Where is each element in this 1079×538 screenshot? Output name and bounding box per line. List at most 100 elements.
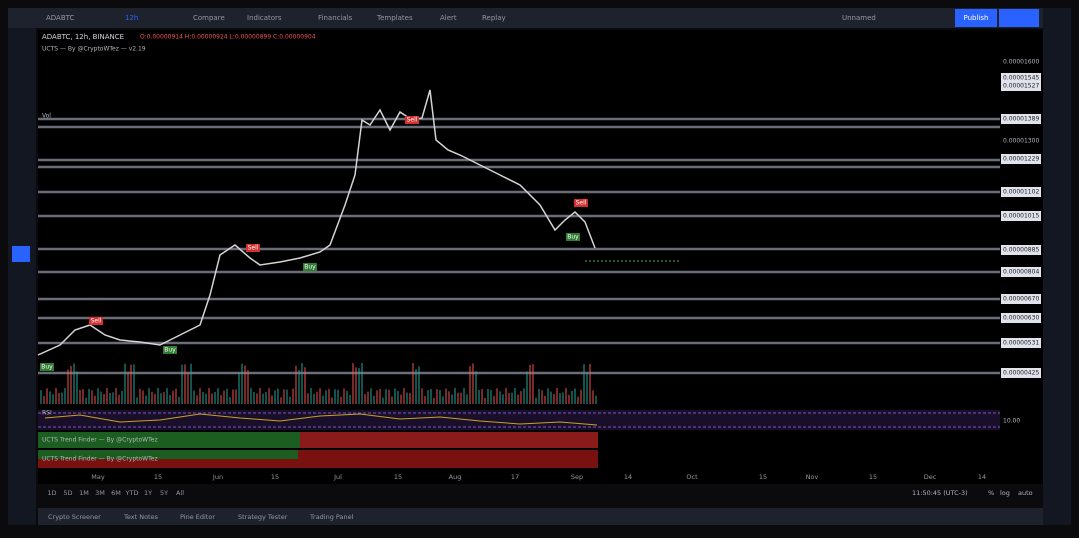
bottom-tab[interactable]: Pine Editor [180,513,215,521]
time-label: Jul [333,473,342,481]
volume-bar [454,388,456,404]
range-button[interactable]: 1Y [144,489,152,497]
volume-bar [250,388,252,404]
price-tag [1001,73,1041,83]
price-tag [1001,267,1041,277]
price-tag [1001,368,1041,378]
volume-bar [49,391,51,404]
volume-bar [85,397,87,404]
interval[interactable]: 12h [125,14,138,22]
toolbar-item[interactable]: Templates [376,14,413,22]
volume-bar [160,393,162,404]
sell-badge [574,199,588,207]
volume-bar [337,389,339,404]
volume-bar [82,389,84,404]
signal-label: Sell [91,318,102,325]
range-button[interactable]: YTD [125,489,139,497]
signal-label: Sell [576,200,587,207]
range-button[interactable]: 6M [111,489,121,497]
volume-bar [406,392,408,404]
price-tag [1001,294,1041,304]
signal-label: Sell [248,245,259,252]
signal-label: Buy [567,234,579,241]
bottom-tabs: Crypto Screener Text Notes Pine Editor Stra… [48,513,354,521]
volume-bar [421,388,423,404]
volume-bar [475,371,477,404]
volume-bar [523,388,525,404]
toolbar-item[interactable]: Indicators [247,14,282,22]
bottom-tab[interactable]: Text Notes [123,513,159,521]
volume-bar [319,388,321,404]
price-label: 0.00000670 [1003,296,1039,303]
bottom-tab[interactable]: Trading Panel [309,513,354,521]
legend-ohlc: O:0.00000914 H:0.00000924 L:0.00000899 C… [140,34,316,41]
volume-bar [328,388,330,404]
active-tool[interactable] [12,246,30,262]
volume-bar [271,395,273,404]
buy-badge [566,233,580,241]
right-toolbar [1043,8,1071,525]
toolbar-item[interactable]: Alert [440,14,457,22]
volume-bar [424,396,426,404]
volume-bar [580,389,582,404]
sell-badge [405,116,419,124]
price-tag [1001,338,1041,348]
volume-bar [538,388,540,404]
price-tag [1001,81,1041,91]
sell-badge [246,244,260,252]
volume-bar [478,389,480,404]
range-button[interactable]: 1M [79,489,89,497]
scale-option[interactable]: % [988,489,994,497]
symbol[interactable]: ADABTC [46,14,75,22]
live-button[interactable] [999,9,1039,27]
price-tag [1001,313,1041,323]
toolbar-item[interactable]: Replay [482,14,506,22]
volume-bar [73,363,75,404]
bottom-tab[interactable]: Strategy Tester [238,513,288,521]
range-button[interactable]: 1D [47,489,56,497]
volume-bar [529,364,531,404]
toolbar-item[interactable]: Compare [193,14,225,22]
volume-bar [349,394,351,404]
bottom-tab[interactable]: Crypto Screener [48,513,101,521]
volume-bar [214,392,216,404]
volume-bar [409,392,411,404]
volume-bar [118,394,120,404]
time-label: 15 [759,473,767,481]
volume-bar [172,390,174,404]
volume-bar [547,388,549,404]
scale-option[interactable]: auto [1018,489,1033,497]
volume-bar [289,396,291,404]
volume-bar [499,391,501,404]
publish-button[interactable] [955,9,997,27]
volume-bar [223,390,225,404]
volume-bar [103,394,105,404]
layout-name[interactable]: Unnamed [842,14,876,22]
range-button[interactable]: 5D [63,489,72,497]
volume-bar [109,393,111,404]
volume-bar [556,388,558,404]
volume-bar [394,388,396,404]
volume-bar [283,389,285,404]
range-button[interactable]: 3M [95,489,105,497]
volume-bar [154,393,156,404]
toolbar-item[interactable]: Financials [318,14,353,22]
time-label: 15 [271,473,279,481]
volume-bar [340,396,342,404]
price-label: 0.00001229 [1003,156,1039,163]
rsi-label: RSI [42,410,52,417]
bottom-panel [38,508,1043,525]
volume-bar [457,392,459,404]
volume-bar [265,391,267,404]
volume-bar [178,396,180,404]
volume-bar [61,392,63,404]
range-button[interactable]: All [176,489,184,497]
publish-label[interactable]: Publish [964,14,989,22]
scale-option[interactable]: log [1000,489,1010,497]
volume-bar [235,389,237,404]
range-button[interactable]: 5Y [160,489,168,497]
volume-bar [541,390,543,404]
time-label: Sep [571,473,583,481]
trend-pane [38,450,298,459]
